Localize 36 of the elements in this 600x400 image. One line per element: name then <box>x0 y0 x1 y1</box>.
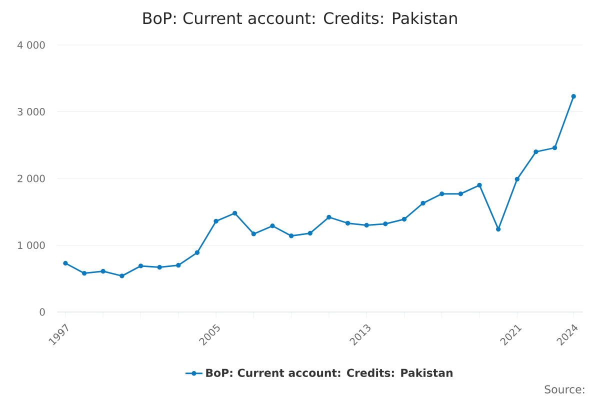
point <box>157 264 162 270</box>
point <box>571 94 576 99</box>
point <box>458 192 464 196</box>
point <box>288 234 294 238</box>
point <box>308 230 312 236</box>
point <box>440 192 444 196</box>
point <box>176 262 181 268</box>
point <box>477 182 482 188</box>
point <box>251 232 256 236</box>
y-tick-label: 4 000 <box>17 41 45 49</box>
point <box>120 274 124 278</box>
point <box>232 210 238 216</box>
point <box>514 176 520 182</box>
point <box>326 214 332 220</box>
point <box>420 200 426 206</box>
point <box>194 250 200 255</box>
point <box>383 222 388 226</box>
point <box>63 260 68 266</box>
point <box>345 220 350 226</box>
point <box>402 216 407 222</box>
point <box>552 145 558 150</box>
y-tick-label: 0 <box>40 308 45 316</box>
chart-title: BoP: Current account: Credits: Pakistan <box>143 12 457 24</box>
point <box>100 268 106 274</box>
point <box>270 224 275 228</box>
y-tick-label: 2 000 <box>18 174 45 182</box>
point <box>82 270 87 276</box>
point <box>138 264 144 268</box>
point <box>364 222 369 228</box>
point <box>496 226 501 232</box>
y-tick-label: 3 000 <box>18 108 45 116</box>
source-note: Source: <box>544 385 584 394</box>
y-tick-label: 1 000 <box>18 241 45 250</box>
point <box>534 149 538 154</box>
point <box>214 218 218 224</box>
legend-label: BoP: Current account: Credits: Pakistan <box>206 368 452 377</box>
